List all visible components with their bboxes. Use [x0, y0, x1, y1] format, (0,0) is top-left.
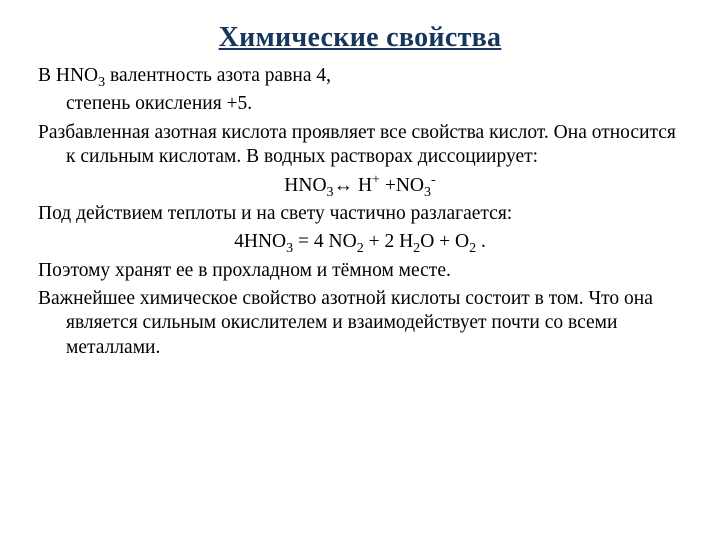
eq1sup2: -	[431, 171, 436, 187]
l5: Поэтому хранят ее в прохладном и тёмном …	[38, 260, 451, 281]
l4: Под действием теплоты и на свету частичн…	[38, 202, 682, 226]
l2: степень окисления +5.	[66, 93, 252, 114]
eq1s1: 3	[327, 183, 334, 199]
line-6: Важнейшее химическое свойство азотной ки…	[38, 287, 682, 360]
line-3: Разбавленная азотная кислота проявляет в…	[38, 121, 682, 170]
eq1b: ↔ H	[334, 175, 372, 196]
eq2s2: 2	[357, 240, 364, 256]
l3: Разбавленная азотная кислота проявляет в…	[38, 121, 682, 170]
eq1a: HNO	[284, 175, 326, 196]
line-1: В HNO3 валентность азота равна 4,	[38, 64, 682, 88]
slide-title: Химические свойства	[38, 22, 682, 54]
slide-body: В HNO3 валентность азота равна 4, степен…	[38, 64, 682, 360]
eq1c: +NO	[380, 175, 424, 196]
eq1sup1: +	[372, 171, 380, 187]
eq2b: = 4 NO	[293, 231, 357, 252]
line-2: степень окисления +5.	[38, 92, 682, 116]
l6: Важнейшее химическое свойство азотной ки…	[38, 287, 682, 360]
slide-title-text: Химические свойства	[219, 22, 502, 53]
line-5: Поэтому хранят ее в прохладном и тёмном …	[38, 259, 682, 283]
slide: Химические свойства В HNO3 валентность а…	[0, 0, 720, 540]
eq2e: .	[476, 231, 486, 252]
eq2a: 4HNO	[234, 231, 286, 252]
line-4: Под действием теплоты и на свету частичн…	[38, 202, 682, 226]
l1b: валентность азота равна 4,	[105, 65, 331, 86]
eq1s2: 3	[424, 183, 431, 199]
equation-1: HNO3↔ H+ +NO3-	[38, 174, 682, 198]
eq2d: O + O	[420, 231, 469, 252]
eq2c: + 2 H	[364, 231, 413, 252]
equation-2: 4HNO3 = 4 NO2 + 2 H2O + O2 .	[38, 230, 682, 254]
l1a: В HNO	[38, 65, 98, 86]
